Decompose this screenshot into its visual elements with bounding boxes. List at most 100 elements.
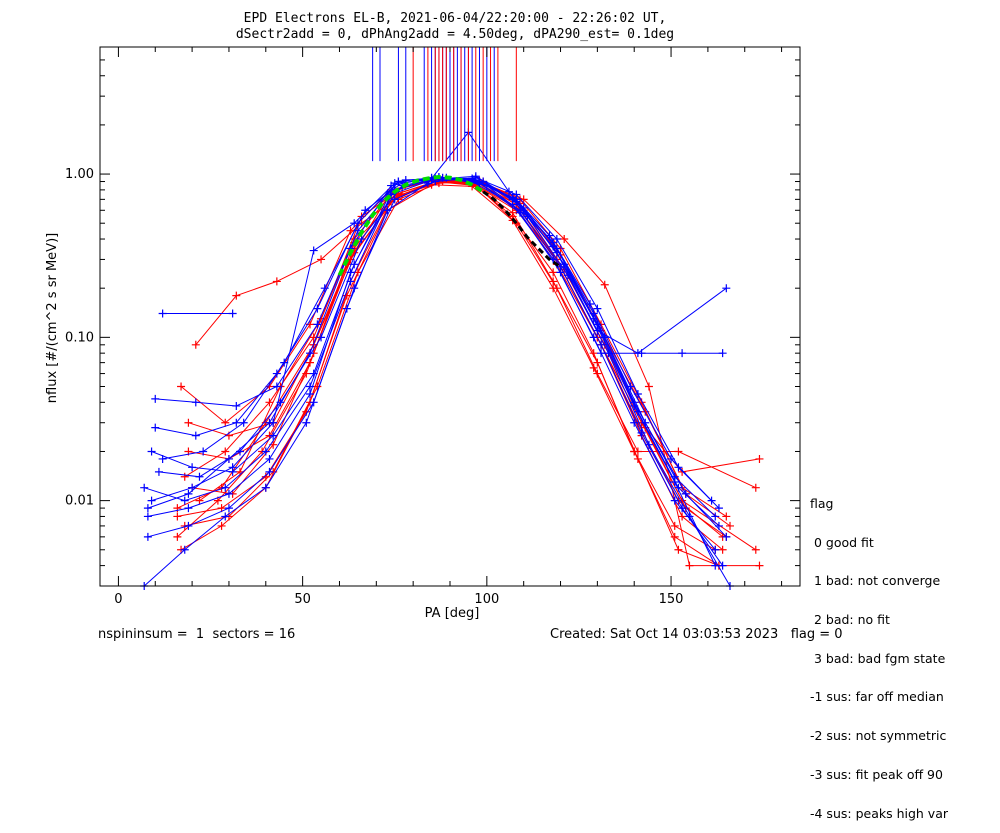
footer-created: Created: Sat Oct 14 03:03:53 2023 flag =… [550,627,843,642]
data-point [191,340,200,349]
data-point [482,181,491,190]
data-point [191,398,200,407]
data-point [228,309,237,318]
data-point [722,532,731,541]
data-point [265,454,274,463]
series-line-23 [162,177,731,587]
data-point [184,489,193,498]
fit-curve-green [337,174,485,277]
data-point [681,489,690,498]
data-point [361,206,370,215]
data-point [674,545,683,554]
data-point [726,521,734,530]
data-point [158,454,167,463]
legend-item: 2 bad: no fit [810,611,890,627]
data-point [678,512,687,521]
series-line-0 [177,180,723,538]
y-tick-label: 0.01 [65,494,94,509]
data-point [560,235,569,244]
data-point [217,504,226,513]
data-point [302,418,311,427]
series-line-3 [188,180,723,551]
data-point [383,206,392,215]
data-point [320,284,329,293]
data-point [342,304,351,313]
series-line-9 [177,184,716,551]
data-point [468,174,477,183]
flux-chart: EPD Electrons EL-B, 2021-06-04/22:20:00 … [45,11,801,621]
data-point [232,401,241,410]
x-tick-label: 150 [659,592,684,607]
data-point [232,291,241,300]
series-line-1 [180,179,720,567]
legend-item: -4 sus: peaks high var [810,805,949,821]
data-point [221,447,230,456]
data-point [586,300,594,309]
data-point [280,358,289,367]
series-line-4 [177,178,720,567]
data-point [140,483,149,492]
data-point [143,512,152,521]
data-point [549,268,558,277]
series-line-10 [199,177,727,538]
data-point [508,195,517,204]
data-point [195,472,204,481]
data-point [512,190,521,199]
data-point [722,512,731,521]
data-point [353,219,362,228]
data-point [173,532,182,541]
data-point [718,561,727,570]
series-line-7 [180,180,757,551]
data-point [154,467,163,476]
data-point [151,394,160,403]
data-point [269,431,278,440]
y-axis-label: nflux [#/(cm^2 s sr MeV)] [45,233,60,403]
data-point [221,418,230,427]
data-point [188,483,197,492]
fit-curve-black [482,190,562,269]
data-point [180,496,189,505]
data-point [272,277,281,286]
series-line-11 [188,180,757,551]
data-point [670,478,679,487]
data-point [265,398,274,407]
data-point [188,463,197,472]
data-point [177,382,186,391]
footer-spin-info: nspininsum = 1 sectors = 16 [98,627,296,642]
legend-item: 1 bad: not converge [810,573,941,589]
series-line-22 [147,177,716,566]
data-point [199,447,208,456]
data-point [504,187,513,196]
data-point [556,268,565,277]
chart-title: EPD Electrons EL-B, 2021-06-04/22:20:00 … [244,11,667,26]
data-point [755,561,764,570]
data-point [626,382,635,391]
data-point [718,349,727,358]
data-point [751,545,760,554]
data-point [184,521,193,530]
data-point [674,463,683,472]
data-point [508,208,517,217]
data-point [637,349,646,358]
data-point [232,418,241,427]
series-line-15 [144,178,716,517]
series-line-16 [155,176,724,566]
data-point [317,333,326,342]
data-point [674,447,683,456]
axes: 0 50 100 150 0.01 0.10 1.00 [65,46,801,607]
flag-legend: flag 0 good fit 1 bad: not converge 2 ba… [810,472,948,833]
data-point [678,349,687,358]
data-point [563,271,572,280]
legend-title: flag [810,495,834,511]
data-point [597,349,606,358]
fit-curve-layer [337,174,562,277]
data-point [342,291,351,300]
data-point [678,467,687,476]
data-point [143,532,152,541]
data-point [221,483,230,492]
data-point [751,483,760,492]
data-point [549,242,558,251]
data-point [147,496,156,505]
data-point [224,504,233,513]
data-point [552,235,561,244]
